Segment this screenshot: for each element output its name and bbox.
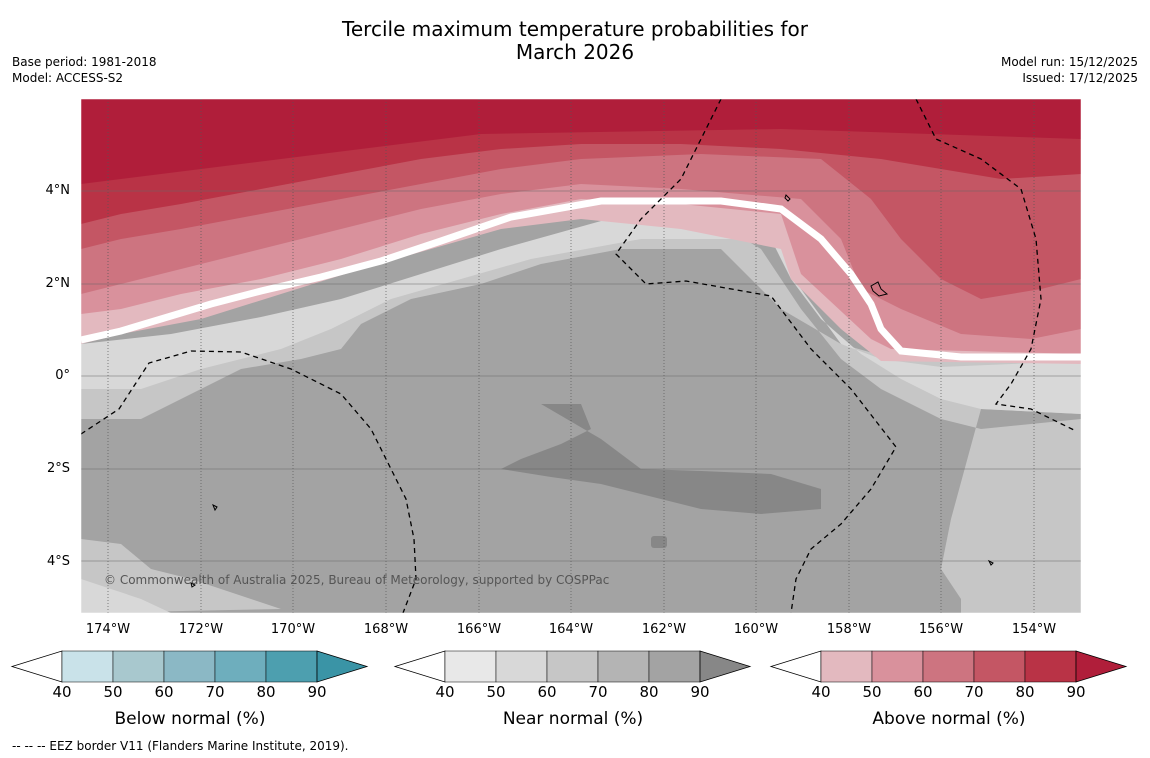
- model-run: Model run: 15/12/2025: [1000, 55, 1138, 69]
- colorbar-near-tick-label: 80: [639, 683, 659, 701]
- lon-label: 166°W: [456, 622, 502, 637]
- colorbar-near-segment: [444, 650, 497, 683]
- lat-label-2s: 2°S: [46, 461, 70, 476]
- lat-label-4n: 4°N: [45, 183, 71, 198]
- colorbar-above-tick-label: 70: [964, 683, 984, 701]
- near-normal-east-60: [981, 419, 1081, 499]
- colorbar-near-tick-label: 40: [435, 683, 455, 701]
- colorbar-below-segment: [112, 650, 165, 683]
- colorbar-above-segment: [922, 650, 975, 683]
- lon-label: 156°W: [918, 622, 964, 637]
- colorbar-below-tick-label: 70: [205, 683, 225, 701]
- colorbar-near-segment: [597, 650, 650, 683]
- near-normal-50-region-sw: [81, 579, 171, 613]
- colorbar-above-max-extension: [1075, 650, 1128, 683]
- colorbar-near-segment: [546, 650, 599, 683]
- colorbar-near-segment: [495, 650, 548, 683]
- title-line-1: Tercile maximum temperature probabilitie…: [342, 17, 808, 41]
- title-line-2: March 2026: [515, 40, 635, 64]
- colorbar-above-segment: [973, 650, 1026, 683]
- colorbar-below-tick-label: 60: [154, 683, 174, 701]
- colorbars: [10, 650, 1128, 683]
- issued-date: Issued: 17/12/2025: [1022, 71, 1138, 85]
- colorbar-above-tick-label: 40: [811, 683, 831, 701]
- chart-title: Tercile maximum temperature probabilitie…: [0, 18, 1150, 64]
- colorbar-below-min-extension: [10, 650, 63, 683]
- eez-borders: [81, 99, 1077, 613]
- colorbar-title-below: Below normal (%): [114, 709, 266, 729]
- colorbar-above-segment: [820, 650, 873, 683]
- colorbar-below-tick-label: 80: [256, 683, 276, 701]
- colorbar-near-tick-label: 70: [588, 683, 608, 701]
- colorbar-title-above: Above normal (%): [872, 709, 1026, 729]
- lat-label-eq: 0°: [55, 368, 70, 383]
- lon-label: 162°W: [641, 622, 687, 637]
- colorbar-below-segment: [265, 650, 318, 683]
- colorbar-near-min-extension: [393, 650, 446, 683]
- lon-label: 158°W: [826, 622, 872, 637]
- colorbar-above-segment: [1024, 650, 1077, 683]
- meta-left: Base period: 1981-2018 Model: ACCESS-S2: [12, 54, 157, 86]
- colorbar-near-tick-label: 50: [486, 683, 506, 701]
- colorbar-above-tick-label: 50: [862, 683, 882, 701]
- colorbar-title-near: Near normal (%): [502, 709, 644, 729]
- colorbar-below-segment: [214, 650, 267, 683]
- lat-label-2n: 2°N: [45, 276, 71, 291]
- colorbar-near-max-extension: [699, 650, 752, 683]
- lat-label-4s: 4°S: [46, 554, 70, 569]
- colorbar-below-max-extension: [316, 650, 369, 683]
- colorbar-near-tick-label: 60: [537, 683, 557, 701]
- lon-label: 154°W: [1011, 622, 1057, 637]
- lon-label: 170°W: [270, 622, 316, 637]
- above-normal-max-region: [81, 99, 1081, 184]
- colorbar-above-min-extension: [769, 650, 822, 683]
- near-normal-90-region: [501, 404, 821, 514]
- base-period: Base period: 1981-2018: [12, 55, 157, 69]
- colorbar-below-tick-label: 90: [307, 683, 327, 701]
- colorbar-below-tick-label: 50: [103, 683, 123, 701]
- lon-label: 164°W: [548, 622, 594, 637]
- copyright-text: © Commonwealth of Australia 2025, Bureau…: [104, 573, 609, 587]
- islands: [190, 194, 994, 588]
- model-name: Model: ACCESS-S2: [12, 71, 124, 85]
- latitude-lines: [81, 190, 1081, 562]
- colorbar-below-segment: [61, 650, 114, 683]
- meta-right: Model run: 15/12/2025 Issued: 17/12/2025: [1001, 54, 1138, 86]
- colorbar-above-tick-label: 90: [1066, 683, 1086, 701]
- lon-label: 160°W: [733, 622, 779, 637]
- near-normal-50-region: [81, 219, 1081, 414]
- lon-label: 174°W: [85, 622, 131, 637]
- colorbar-near-segment: [648, 650, 701, 683]
- colorbar-above-tick-label: 60: [913, 683, 933, 701]
- tercile-boundary: [81, 197, 1081, 361]
- colorbar-below-tick-label: 40: [52, 683, 72, 701]
- colorbar-below-segment: [163, 650, 216, 683]
- lon-label: 168°W: [363, 622, 409, 637]
- lon-label: 172°W: [178, 622, 224, 637]
- colorbar-near-tick-label: 90: [690, 683, 710, 701]
- near-normal-90-patch: [651, 536, 667, 548]
- colorbar-above-segment: [871, 650, 924, 683]
- probability-map: © Commonwealth of Australia 2025, Bureau…: [81, 99, 1081, 613]
- eez-footnote: -- -- -- EEZ border V11 (Flanders Marine…: [12, 739, 349, 753]
- near-normal-60-region-sw: [81, 539, 281, 613]
- colorbar-above-tick-label: 80: [1015, 683, 1035, 701]
